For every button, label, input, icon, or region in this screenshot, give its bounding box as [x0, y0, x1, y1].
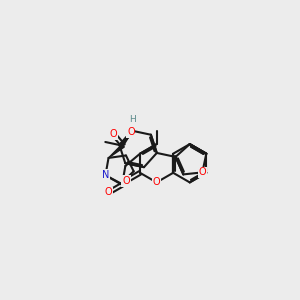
- Text: H: H: [129, 116, 135, 124]
- Text: O: O: [105, 188, 112, 197]
- Polygon shape: [109, 144, 124, 158]
- Text: O: O: [110, 129, 117, 139]
- Text: O: O: [122, 176, 130, 186]
- Text: N: N: [102, 170, 109, 180]
- Text: O: O: [153, 177, 160, 188]
- Text: O: O: [127, 128, 135, 137]
- Text: O: O: [199, 167, 206, 177]
